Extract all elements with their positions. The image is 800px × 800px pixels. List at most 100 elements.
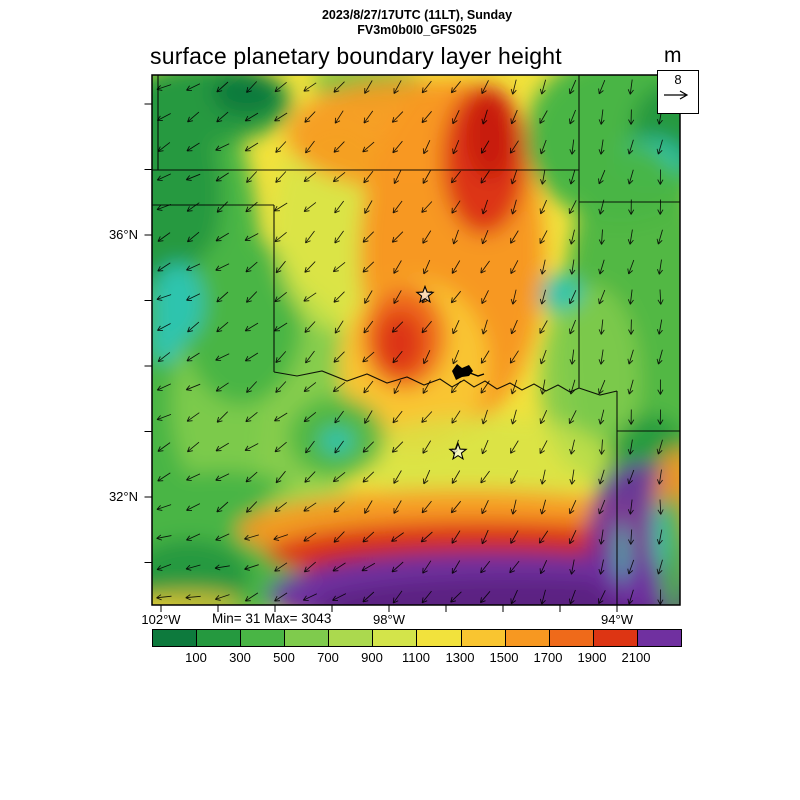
wind-vector <box>333 291 345 303</box>
wind-vector <box>392 140 403 154</box>
wind-vector <box>393 470 402 484</box>
wind-vector <box>246 81 258 93</box>
wind-vector <box>598 349 605 365</box>
wind-vector <box>392 200 403 214</box>
datetime-text: 2023/8/27/17UTC (11LT), Sunday <box>321 8 513 22</box>
wind-vector <box>245 291 258 303</box>
wind-vector <box>510 169 518 185</box>
wind-vector <box>450 591 462 603</box>
wind-vector <box>422 380 431 394</box>
wind-vector <box>214 564 230 571</box>
wind-vector <box>186 293 201 302</box>
wind-vector <box>304 111 316 123</box>
wind-vector <box>539 289 547 305</box>
wind-vector <box>451 200 461 214</box>
wind-vector <box>598 319 605 335</box>
wind-vector <box>303 561 316 573</box>
wind-vector <box>275 470 286 484</box>
wind-vector <box>422 469 431 485</box>
wind-vector <box>627 139 634 155</box>
colorbar-segment <box>285 630 330 646</box>
wind-vector <box>451 410 461 424</box>
wind-vector <box>479 591 491 604</box>
wind-vector <box>215 143 230 151</box>
plot-title: surface planetary boundary layer height <box>150 43 562 69</box>
wind-vector <box>568 530 577 545</box>
wind-vector <box>480 560 491 574</box>
wind-vector <box>628 199 635 215</box>
lon-label: 94°W <box>601 612 633 627</box>
wind-vector <box>568 290 577 305</box>
wind-vector <box>421 411 433 423</box>
wind-vector <box>481 290 489 305</box>
wind-vector <box>538 530 549 544</box>
wind-vector <box>303 202 317 213</box>
wind-vector <box>569 349 576 365</box>
wind-vector <box>362 591 375 603</box>
map-plot <box>144 74 681 612</box>
units-label: m <box>664 44 682 67</box>
wind-vector <box>157 472 171 482</box>
wind-vector <box>186 473 201 481</box>
wind-vector <box>421 500 432 514</box>
wind-vector <box>274 412 288 422</box>
wind-vector <box>539 320 548 334</box>
wind-vector <box>598 289 606 305</box>
wind-vector <box>304 471 316 483</box>
wind-vector <box>598 229 605 245</box>
wind-vector <box>421 80 432 94</box>
colorbar-label: 1500 <box>489 650 519 665</box>
wind-vector <box>510 199 517 215</box>
colorbar-segment <box>417 630 462 646</box>
state-borders <box>152 75 680 605</box>
wind-vector <box>628 529 635 545</box>
wind-vector <box>393 290 402 304</box>
wind-vector <box>510 530 519 544</box>
wind-vector <box>244 352 259 362</box>
wind-vector <box>568 319 576 335</box>
colorbar-segment <box>549 630 594 646</box>
wind-vector <box>569 169 576 185</box>
colorbar-label: 100 <box>185 650 207 665</box>
wind-vector <box>393 380 402 395</box>
wind-vector <box>510 589 518 605</box>
wind-vector <box>657 199 664 215</box>
wind-vector <box>656 139 663 155</box>
wind-vector <box>244 112 259 122</box>
wind-vector <box>598 529 605 545</box>
wind-vector <box>274 202 288 212</box>
wind-vector <box>391 532 404 542</box>
wind-vector <box>598 499 606 515</box>
wind-vector <box>568 500 577 515</box>
colorbar-segment <box>637 630 681 646</box>
wind-vector <box>569 379 576 395</box>
wind-vector <box>656 559 663 575</box>
wind-vector <box>598 79 606 95</box>
wind-vector <box>539 110 548 124</box>
header-block: 2023/8/27/17UTC (11LT), Sunday FV3m0b0I0… <box>34 8 800 38</box>
colorbar-label: 1700 <box>533 650 563 665</box>
wind-vector <box>481 319 488 335</box>
wind-vector <box>305 140 315 154</box>
wind-vector <box>657 259 663 275</box>
wind-vector <box>510 379 518 395</box>
wind-vector <box>540 379 547 395</box>
wind-vector <box>215 473 230 482</box>
wind-vector <box>451 260 461 274</box>
wind-vector <box>598 439 605 455</box>
wind-vector <box>245 501 258 513</box>
wind-vector <box>364 410 373 424</box>
wind-vector <box>510 319 518 335</box>
wind-vector <box>187 441 200 453</box>
wind-vector <box>656 529 663 545</box>
wind-vector <box>305 350 315 364</box>
wind-vector <box>187 111 200 123</box>
colorbar-segment <box>505 630 550 646</box>
wind-vector <box>481 109 488 125</box>
wind-vector <box>362 441 375 453</box>
wind-vector <box>628 409 635 425</box>
wind-vector <box>245 261 258 273</box>
wind-vector <box>364 200 373 214</box>
wind-vector <box>156 204 172 211</box>
lon-label: 98°W <box>373 612 405 627</box>
